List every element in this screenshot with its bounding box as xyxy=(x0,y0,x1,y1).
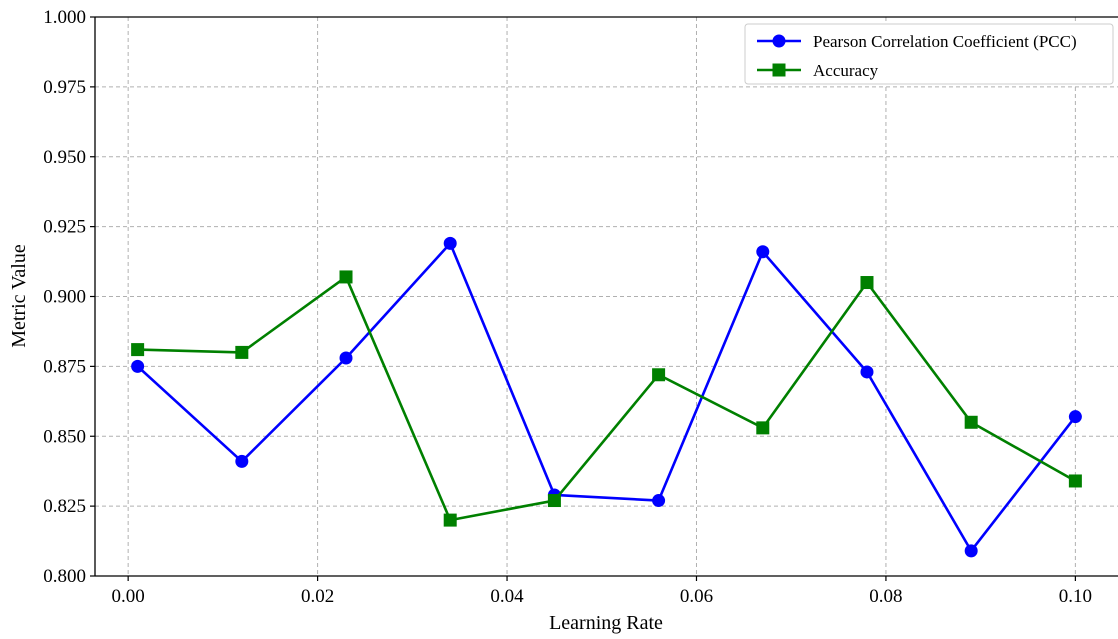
data-point xyxy=(652,494,666,508)
data-point xyxy=(235,454,249,468)
data-point xyxy=(756,421,770,435)
data-point xyxy=(339,270,353,284)
data-point xyxy=(339,351,353,365)
x-axis-title: Learning Rate xyxy=(549,612,663,634)
series-layer xyxy=(131,236,1082,558)
series-line xyxy=(136,242,1077,553)
data-point xyxy=(964,544,978,558)
data-point xyxy=(964,415,978,429)
legend-marker xyxy=(772,34,786,48)
data-point xyxy=(235,345,249,359)
legend-item: Pearson Correlation Coefficient (PCC) xyxy=(757,32,1077,51)
data-point xyxy=(860,276,874,290)
y-axis-title: Metric Value xyxy=(8,244,30,348)
legend-label: Pearson Correlation Coefficient (PCC) xyxy=(813,32,1077,51)
series-accuracy xyxy=(131,270,1082,527)
y-tick-label: 0.950 xyxy=(43,147,86,168)
series-line xyxy=(137,275,1077,522)
y-tick-label: 0.975 xyxy=(43,77,86,98)
x-tick-label: 0.00 xyxy=(112,586,145,607)
data-point xyxy=(131,359,145,373)
data-point xyxy=(547,494,561,508)
x-tick-label: 0.02 xyxy=(301,586,334,607)
data-point xyxy=(131,343,145,357)
y-tick-label: 0.875 xyxy=(43,356,86,377)
legend-label: Accuracy xyxy=(813,61,879,80)
y-tick-label: 1.000 xyxy=(43,7,86,28)
y-tick-label: 0.825 xyxy=(43,496,86,517)
legend-marker xyxy=(772,63,786,77)
y-tick-label: 0.900 xyxy=(43,287,86,308)
data-point xyxy=(443,513,457,527)
y-tick-label: 0.925 xyxy=(43,217,86,238)
y-tick-label: 0.850 xyxy=(43,426,86,447)
legend: Pearson Correlation Coefficient (PCC) Acc… xyxy=(744,23,1114,85)
x-tick-label: 0.06 xyxy=(680,586,713,607)
data-point xyxy=(1068,410,1082,424)
data-point xyxy=(443,236,457,250)
data-point xyxy=(1068,474,1082,488)
x-tick-label: 0.04 xyxy=(490,586,524,607)
legend-item: Accuracy xyxy=(757,61,879,80)
x-tick-label: 0.10 xyxy=(1059,586,1092,607)
data-point xyxy=(756,245,770,259)
data-point xyxy=(860,365,874,379)
y-tick-label: 0.800 xyxy=(43,566,86,587)
legend-box xyxy=(744,23,1114,85)
ticks: 0.00 0.02 0.04 0.06 0.08 0.10 0.800 0.825 0.850 0… xyxy=(43,7,1092,607)
x-tick-label: 0.08 xyxy=(869,586,902,607)
data-point xyxy=(652,368,666,382)
